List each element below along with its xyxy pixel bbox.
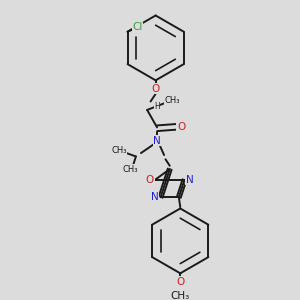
Text: Cl: Cl	[132, 22, 142, 32]
Text: O: O	[177, 122, 185, 132]
Text: O: O	[152, 84, 160, 94]
Text: CH₃: CH₃	[122, 165, 138, 174]
Text: O: O	[176, 277, 184, 287]
Text: H: H	[154, 102, 160, 111]
Text: N: N	[153, 136, 161, 146]
Text: O: O	[146, 175, 154, 185]
Text: CH₃: CH₃	[171, 291, 190, 300]
Text: N: N	[186, 175, 194, 185]
Text: CH₃: CH₃	[165, 96, 180, 105]
Text: CH₃: CH₃	[111, 146, 127, 155]
Text: N: N	[151, 192, 159, 202]
